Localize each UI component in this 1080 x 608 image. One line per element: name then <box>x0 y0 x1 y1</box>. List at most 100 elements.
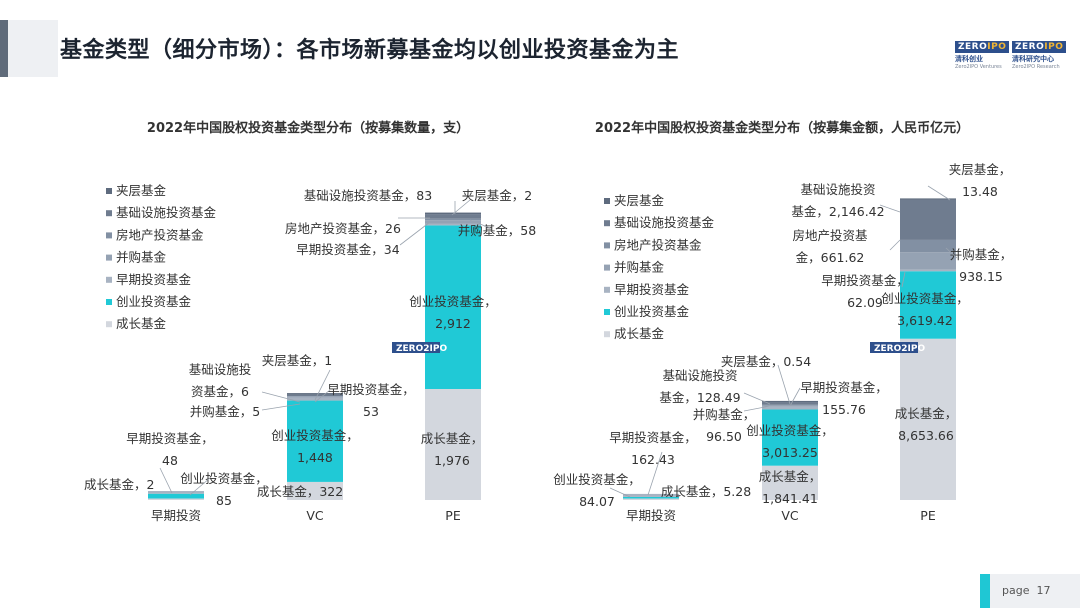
page-number-accent <box>980 574 990 608</box>
data-label: 创业投资基金， 3,013.25 <box>746 423 834 460</box>
bar-segment <box>287 400 343 482</box>
leader-line <box>927 185 951 201</box>
leader-line <box>901 271 906 288</box>
data-label: 并购基金，5 <box>190 404 260 419</box>
legend-label: 基础设施投资基金 <box>116 205 217 220</box>
bar-segment <box>900 338 956 500</box>
data-label: 创业投资基金， 2,912 <box>409 294 497 331</box>
bar-segment <box>900 271 956 339</box>
x-tick-label: PE <box>920 508 936 523</box>
legend-swatch <box>604 286 610 293</box>
data-label: 早期投资基金， 155.76 <box>800 380 888 417</box>
watermark-logo-text: ZERO2IPO <box>874 344 925 354</box>
leader-line <box>743 392 771 405</box>
leader-line <box>945 247 958 259</box>
legend-swatch <box>106 188 112 194</box>
data-label: 创业投资基金， 85 <box>180 471 268 508</box>
bar-segment <box>425 212 481 215</box>
leader-line <box>743 405 771 412</box>
data-label: 成长基金， 1,976 <box>421 431 484 468</box>
leader-line <box>609 487 631 498</box>
legend-swatch <box>604 309 610 315</box>
bar-segment <box>623 493 679 497</box>
bar-segment <box>287 393 343 395</box>
data-label: 基础设施投资基金，83 <box>304 188 432 203</box>
legend-swatch <box>106 299 112 305</box>
data-label: 早期投资基金， 62.09 <box>821 273 909 310</box>
bar-segment <box>425 220 481 224</box>
legend-label: 并购基金 <box>116 250 167 265</box>
data-label: 创业投资基金， 84.07 <box>553 472 641 509</box>
zero2ipo-ventures-logo: ZEROIPO 清科创业 Zero2IPO Ventures <box>955 34 1010 70</box>
legend-label: 夹层基金 <box>116 183 167 198</box>
data-label: 基础设施投资基金，128.49 <box>659 368 740 405</box>
data-label: 成长基金，5.28 <box>661 484 751 499</box>
leader-line <box>399 221 431 246</box>
data-label: 早期投资基金， 53 <box>327 382 415 419</box>
bar-segment <box>900 198 956 200</box>
x-tick-label: VC <box>781 508 799 523</box>
bar-segment <box>762 400 818 403</box>
x-tick-label: VC <box>306 508 324 523</box>
legend-label: 早期投资基金 <box>614 282 690 297</box>
leader-line <box>261 391 301 403</box>
page-number: page 17 <box>1002 584 1051 597</box>
legend-swatch <box>604 220 610 227</box>
data-label: 基础设施投资基金，2,146.42 <box>791 182 884 219</box>
leader-line <box>159 467 173 494</box>
zero2ipo-research-logo: ZEROIPO 清科研究中心 Zero2IPO Research <box>1012 34 1067 70</box>
legend-label: 房地产投资基金 <box>614 237 702 252</box>
leader-line <box>189 477 211 496</box>
watermark-logo <box>392 342 440 353</box>
legend-label: 房地产投资基金 <box>116 227 204 242</box>
data-label: 成长基金， 1,841.41 <box>759 469 822 506</box>
data-label: 成长基金，2 <box>84 477 154 492</box>
legend-label: 并购基金 <box>614 260 665 275</box>
bar-segment <box>287 394 343 397</box>
page-number-box: page 17 <box>980 574 1080 608</box>
leader-line <box>314 369 331 401</box>
header-band <box>8 20 58 77</box>
legend-swatch <box>106 254 112 261</box>
bar-segment <box>425 223 481 226</box>
data-label: 并购基金， 938.15 <box>950 247 1013 284</box>
leader-line <box>469 219 491 229</box>
chart-1-title: 2022年中国股权投资基金类型分布（按募集数量，支） <box>147 120 469 136</box>
data-label: 夹层基金，0.54 <box>721 354 811 369</box>
legend-label: 夹层基金 <box>614 193 665 208</box>
data-label: 早期投资基金，34 <box>296 242 399 257</box>
bar-segment <box>287 396 343 398</box>
bar-segment <box>900 199 956 240</box>
bar-segment <box>900 239 956 253</box>
legend-label: 创业投资基金 <box>116 294 192 309</box>
legend-label: 创业投资基金 <box>614 304 690 319</box>
bar-segment <box>287 397 343 401</box>
data-label: 并购基金， 96.50 <box>693 407 756 444</box>
data-label: 夹层基金，2 <box>462 188 532 203</box>
bar-segment <box>900 269 956 272</box>
legend-label: 早期投资基金 <box>116 272 192 287</box>
legend-swatch <box>106 276 112 283</box>
bar-segment <box>623 496 679 499</box>
bar-segment <box>762 465 818 500</box>
data-label: 成长基金，322 <box>257 484 343 499</box>
bar-segment <box>425 214 481 219</box>
bar-segment <box>425 218 481 221</box>
data-label: 并购基金，58 <box>458 223 536 238</box>
header-accent-bar <box>0 20 8 77</box>
x-tick-label: 早期投资 <box>626 508 676 523</box>
watermark-logo <box>870 342 918 353</box>
bar-segment <box>148 493 204 499</box>
legend-label: 成长基金 <box>614 326 665 341</box>
legend-swatch <box>106 210 112 217</box>
leader-line <box>261 403 301 411</box>
legend-swatch <box>106 321 112 328</box>
bar-segment <box>425 388 481 500</box>
leader-line <box>889 239 901 251</box>
data-label: 创业投资基金， 3,619.42 <box>881 291 969 328</box>
legend-label: 成长基金 <box>116 316 167 331</box>
bar-segment <box>900 252 956 270</box>
legend-swatch <box>106 232 112 239</box>
leader-line <box>789 387 801 407</box>
